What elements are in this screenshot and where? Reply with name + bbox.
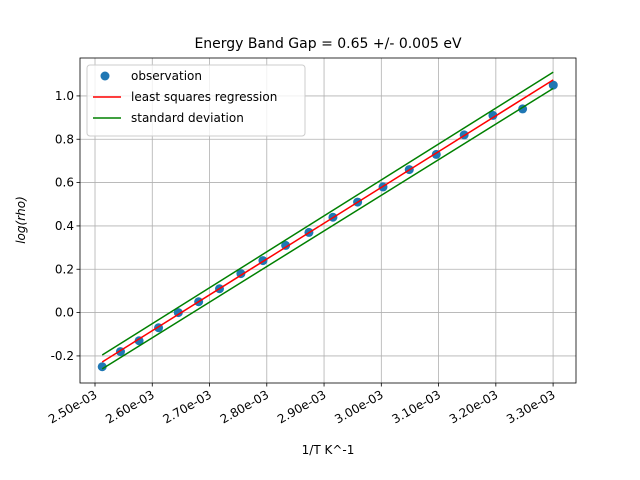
legend-box: [86, 64, 306, 137]
point: [548, 80, 558, 90]
y-tick-label: 0.8: [55, 132, 74, 146]
legend-label: least squares regression: [131, 90, 277, 104]
legend-label: standard deviation: [131, 111, 244, 125]
chart-title: Energy Band Gap = 0.65 +/- 0.005 eV: [194, 36, 462, 52]
y-tick-label: 1.0: [55, 89, 74, 103]
line: [101, 87, 554, 370]
y-tick-label: 0.0: [55, 306, 74, 320]
y-tick-label: 0.6: [55, 176, 74, 190]
y-tick-label: 0.2: [55, 262, 74, 276]
point: [488, 110, 498, 120]
legend-label: observation: [131, 69, 202, 83]
plot-frame: [79, 57, 577, 384]
y-tick-label: -0.2: [51, 349, 74, 363]
point: [281, 240, 291, 250]
line: [101, 79, 554, 363]
legend-marker: [100, 71, 110, 81]
point: [173, 308, 183, 318]
point: [134, 336, 144, 346]
y-tick-label: 0.4: [55, 219, 74, 233]
point: [97, 362, 107, 372]
y-axis-label: log(rho): [14, 196, 28, 244]
x-axis-label: 1/T K^-1: [302, 443, 355, 457]
line: [101, 71, 554, 356]
